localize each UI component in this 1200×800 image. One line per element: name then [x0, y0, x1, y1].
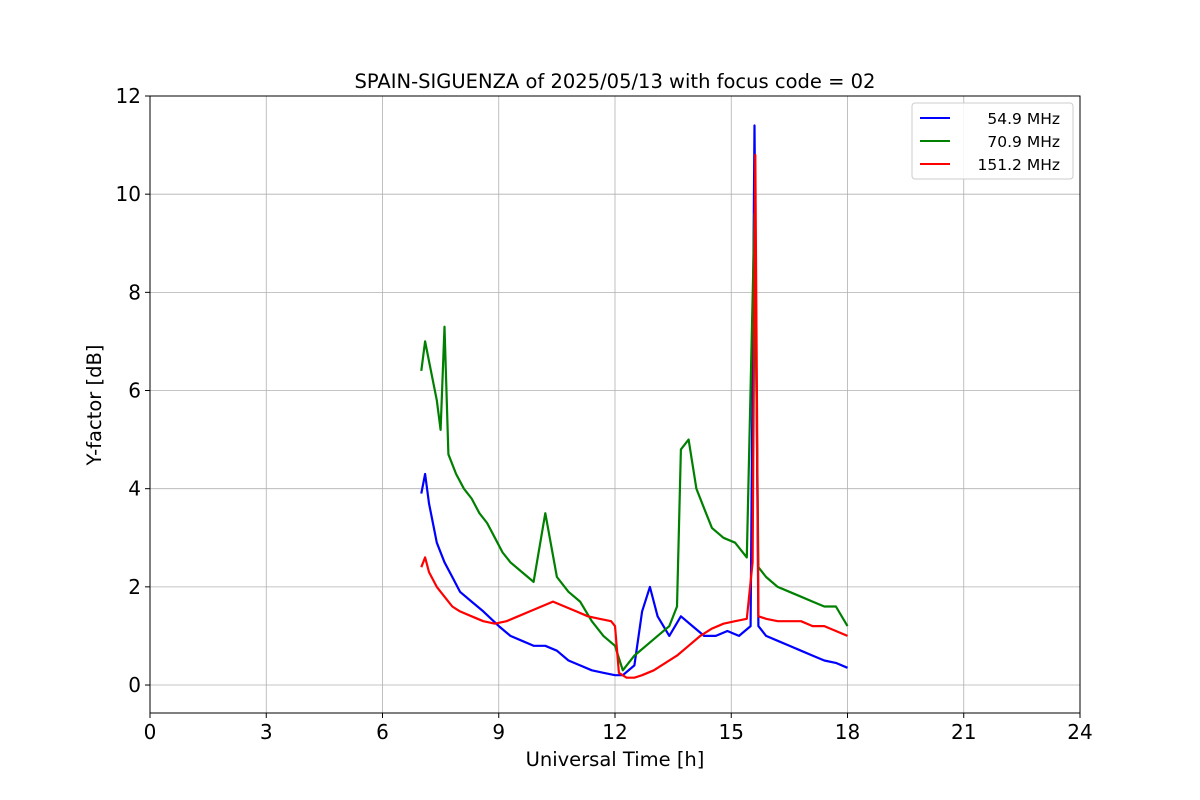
chart-title: SPAIN-SIGUENZA of 2025/05/13 with focus …	[355, 70, 876, 93]
x-tick-label: 21	[951, 720, 976, 744]
y-axis-label: Y-factor [dB]	[83, 345, 106, 467]
x-tick-label: 18	[835, 720, 860, 744]
x-tick-label: 15	[719, 720, 744, 744]
series-line	[420, 124, 848, 677]
legend: 54.9 MHz 70.9 MHz 151.2 MHz	[911, 102, 1074, 180]
y-tick-label: 4	[128, 477, 141, 501]
legend-label: 70.9 MHz	[987, 133, 1060, 151]
series-3	[420, 153, 848, 679]
x-tick-label: 6	[376, 720, 389, 744]
legend-box	[911, 102, 1074, 180]
x-axis-label: Universal Time [h]	[526, 748, 705, 771]
series-1	[420, 124, 848, 677]
y-tick-label: 2	[128, 575, 141, 599]
y-tick-label: 12	[116, 84, 141, 108]
x-tick-label: 12	[602, 720, 627, 744]
y-tick-label: 6	[128, 379, 141, 403]
series-layer	[420, 124, 849, 679]
y-tick-label: 8	[128, 280, 141, 304]
x-tick-label: 3	[260, 720, 273, 744]
series-line	[420, 153, 848, 679]
legend-label: 54.9 MHz	[987, 110, 1060, 128]
x-tick-label: 0	[144, 720, 157, 744]
y-axis: 0 2 4 6 8 10 12	[116, 84, 150, 697]
x-tick-label: 9	[492, 720, 505, 744]
y-tick-label: 0	[128, 673, 141, 697]
legend-label: 151.2 MHz	[978, 156, 1060, 174]
x-axis: 0 3 6 9 12 15 18 21 24	[144, 713, 1093, 744]
y-tick-label: 10	[116, 182, 141, 206]
x-tick-label: 24	[1067, 720, 1092, 744]
